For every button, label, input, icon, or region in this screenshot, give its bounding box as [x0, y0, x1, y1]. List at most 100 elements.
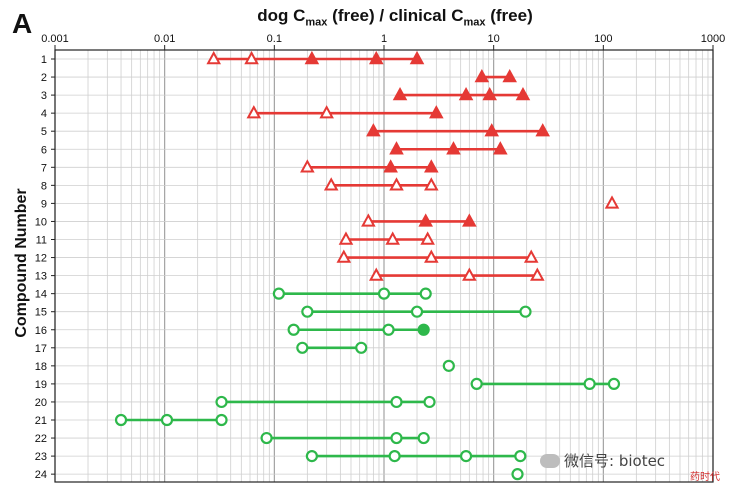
y-tick-label: 5: [41, 126, 47, 138]
watermark-logo: 药时代: [690, 472, 720, 483]
y-tick-label: 8: [41, 180, 47, 192]
circle-marker-compound-22: [417, 431, 430, 445]
triangle-marker-compound-3: [482, 87, 497, 101]
circle-marker-compound-23: [388, 450, 401, 463]
circle-marker-compound-23: [305, 450, 318, 463]
circle-marker-compound-22: [390, 431, 403, 445]
triangle-marker-compound-1: [304, 50, 320, 65]
triangle-marker-compound-5: [366, 123, 381, 137]
triangle-marker-compound-2: [474, 68, 490, 83]
y-tick-label: 10: [35, 216, 47, 228]
wechat-icon: [540, 454, 560, 468]
triangle-marker-compound-10: [361, 213, 376, 227]
y-tick-label: 22: [35, 433, 47, 445]
y-tick-label: 20: [35, 397, 47, 409]
y-tick-label: 15: [35, 307, 47, 319]
triangle-marker-compound-6: [389, 141, 404, 155]
y-tick-label: 2: [41, 72, 47, 84]
circle-marker-compound-17: [296, 341, 309, 354]
circle-marker-compound-17: [355, 341, 368, 354]
title-subscript-2: max: [463, 16, 486, 29]
x-tick-label: 1000: [701, 33, 725, 45]
circle-marker-compound-19: [470, 377, 483, 390]
circle-marker-compound-16: [382, 323, 395, 336]
circle-marker-compound-23: [514, 450, 527, 463]
y-tick-label: 13: [35, 271, 47, 283]
triangle-marker-compound-7: [424, 159, 439, 173]
triangle-marker-compound-6: [493, 141, 508, 155]
triangle-marker-compound-8: [424, 177, 439, 191]
panel-letter: A: [12, 8, 33, 39]
triangle-marker-compound-6: [446, 141, 461, 155]
triangle-marker-compound-1: [409, 50, 425, 65]
y-tick-label: 14: [35, 289, 47, 301]
triangle-marker-compound-8: [323, 177, 339, 191]
circle-marker-compound-23: [459, 450, 473, 463]
y-tick-label: 9: [41, 198, 47, 210]
circle-marker-compound-16: [287, 323, 300, 336]
title-subscript-1: max: [305, 16, 328, 29]
circle-marker-compound-19: [583, 377, 596, 390]
triangle-marker-compound-11: [385, 231, 400, 245]
triangle-marker-compound-4: [429, 105, 444, 119]
triangle-marker-compound-11: [420, 231, 435, 245]
x-tick-label: 100: [594, 33, 612, 45]
triangle-marker-compound-11: [338, 231, 354, 245]
triangle-marker-compound-3: [392, 87, 408, 101]
triangle-marker-compound-13: [530, 267, 545, 281]
circle-marker-compound-21: [114, 413, 128, 427]
circle-marker-compound-19: [607, 377, 621, 390]
y-tick-label: 17: [35, 343, 47, 355]
circle-marker-compound-24: [511, 468, 524, 481]
circle-marker-compound-15: [301, 305, 314, 318]
y-tick-label: 12: [35, 253, 47, 265]
x-tick-label: 0.1: [267, 33, 282, 45]
triangle-marker-compound-9: [604, 195, 620, 209]
y-tick-label: 3: [41, 90, 47, 102]
triangle-marker-compound-10: [418, 213, 433, 227]
triangle-marker-compound-1: [206, 50, 221, 65]
circle-marker-compound-14: [419, 287, 432, 300]
y-tick-label: 1: [41, 54, 47, 66]
y-tick-label: 16: [35, 325, 47, 337]
y-tick-label: 4: [41, 108, 47, 120]
y-tick-label: 24: [35, 469, 47, 481]
plot-frame: [54, 49, 714, 483]
y-tick-label: 21: [35, 415, 47, 427]
x-tick-label: 10: [488, 33, 500, 45]
title-part-pre: dog C: [257, 6, 306, 25]
circle-marker-compound-20: [390, 395, 403, 409]
triangle-marker-compound-12: [336, 249, 352, 263]
circle-marker-compound-21: [160, 413, 174, 427]
circle-marker-compound-14: [377, 287, 391, 300]
triangle-marker-compound-7: [300, 159, 315, 173]
chart-title: dog Cmax (free) / clinical Cmax (free): [160, 6, 630, 28]
circle-marker-compound-14: [272, 287, 285, 300]
circle-marker-compound-22: [260, 431, 273, 445]
triangle-marker-compound-13: [368, 267, 384, 281]
watermark-text: 微信号: biotec: [564, 452, 666, 470]
triangle-marker-compound-3: [515, 87, 531, 101]
y-tick-label: 19: [35, 379, 47, 391]
title-part-post: (free): [485, 6, 533, 25]
triangle-marker-compound-7: [383, 159, 398, 173]
x-tick-label: 0.01: [154, 33, 175, 45]
triangle-marker-compound-4: [319, 105, 334, 119]
circle-marker-compound-15: [410, 305, 424, 318]
y-tick-label: 7: [41, 162, 47, 174]
triangle-marker-compound-5: [484, 123, 500, 137]
triangle-marker-compound-12: [424, 249, 439, 263]
title-part-mid: (free) / clinical C: [327, 6, 464, 25]
triangle-marker-compound-13: [462, 267, 477, 281]
y-tick-label: 6: [41, 144, 47, 156]
triangle-marker-compound-1: [368, 50, 384, 65]
circle-marker-compound-20: [215, 395, 228, 409]
y-tick-label: 18: [35, 361, 47, 373]
triangle-marker-compound-10: [462, 213, 477, 227]
y-tick-label: 11: [36, 235, 47, 247]
x-tick-label: 0.001: [41, 33, 69, 45]
x-tick-label: 1: [381, 33, 387, 45]
triangle-marker-compound-8: [389, 177, 404, 191]
circle-marker-compound-16: [417, 323, 430, 336]
